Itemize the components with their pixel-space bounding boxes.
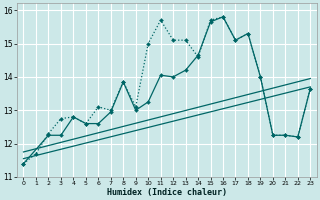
X-axis label: Humidex (Indice chaleur): Humidex (Indice chaleur) — [107, 188, 227, 197]
